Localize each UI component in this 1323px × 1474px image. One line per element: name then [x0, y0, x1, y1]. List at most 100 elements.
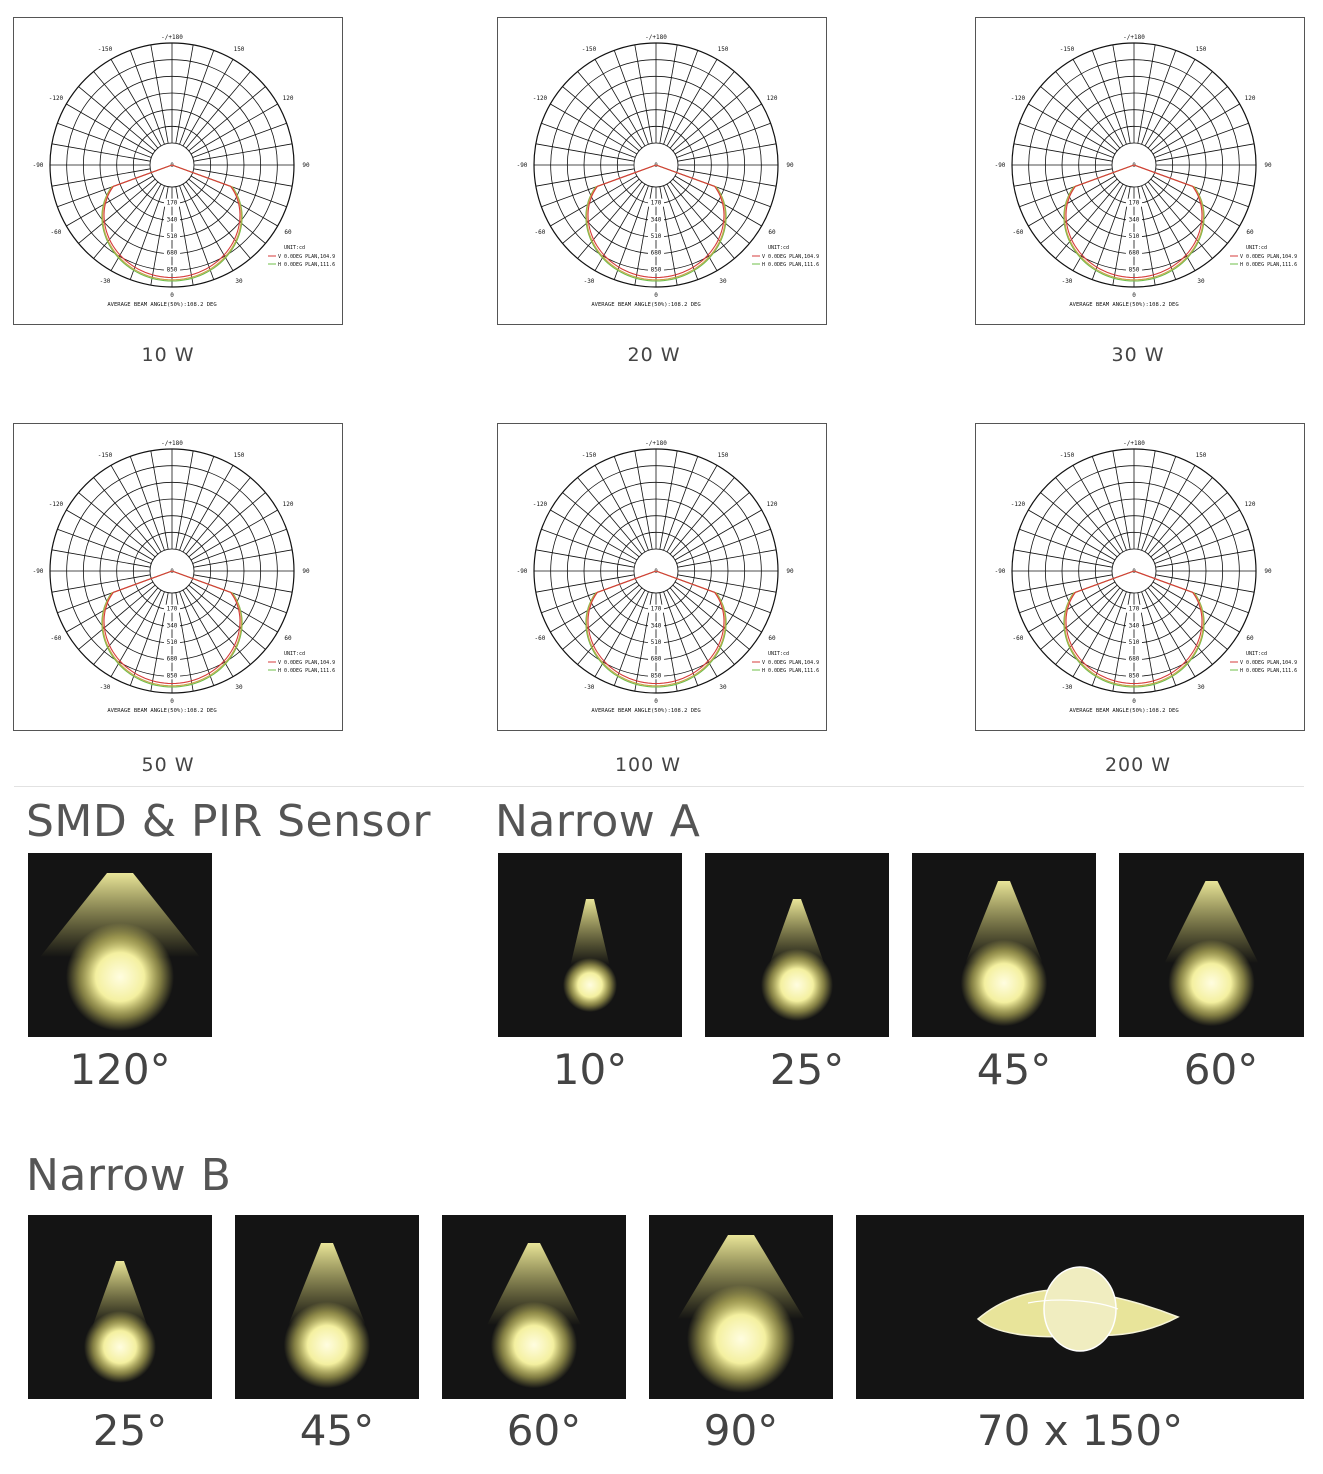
polar-spoke: [1055, 587, 1121, 665]
polar-spoke: [1040, 178, 1118, 244]
polar-spoke: [193, 168, 293, 187]
polar-spoke: [1013, 168, 1113, 187]
polar-spoke: [1112, 450, 1131, 550]
polar-label-180: -/+180: [1123, 440, 1145, 447]
polar-label-180: -/+180: [161, 440, 183, 447]
polar-legend-h: H 0.0DEG PLAN,111.6: [762, 262, 819, 268]
polar-diagram-20w: -/+180 -150 150 -120 120 -90 90 -60 60 -30 30 0 0 170…: [497, 17, 827, 325]
polar-spoke: [185, 181, 251, 259]
polar-beam-angle-text: AVERAGE BEAM ANGLE(50%):108.2 DEG: [1069, 708, 1178, 714]
polar-spoke: [1152, 175, 1240, 227]
polar-spoke: [674, 103, 762, 155]
beam-tile-smd-120: [28, 853, 212, 1037]
polar-curve-c: [586, 164, 726, 281]
polar-spoke: [182, 589, 234, 677]
polar-spoke: [535, 549, 635, 568]
polar-spoke: [185, 587, 251, 665]
polar-angle-label: 150: [1196, 452, 1207, 459]
polar-angle-label: -60: [51, 229, 62, 236]
polar-spoke: [1150, 584, 1228, 650]
polar-angle-label: -150: [582, 452, 597, 459]
polar-radial-value: 680: [167, 250, 178, 257]
polar-beam-angle-text: AVERAGE BEAM ANGLE(50%):108.2 DEG: [591, 302, 700, 308]
beam-cone: [965, 881, 1043, 963]
polar-angle-label: -90: [995, 568, 1006, 575]
polar-spoke: [674, 175, 762, 227]
polar-spoke: [672, 584, 750, 650]
polar-label-180: -/+180: [645, 34, 667, 41]
polar-angle-label: -150: [1060, 46, 1075, 53]
polar-angle-label: 120: [283, 95, 294, 102]
polar-diagram-10w: -/+180 -150 150 -120 120 -90 90 -60 60 -30 30 0 0 170…: [13, 17, 343, 325]
polar-angle-label: 90: [302, 162, 310, 169]
polar-spoke: [669, 181, 735, 259]
polar-spoke: [613, 456, 649, 551]
beam-tile-narrow-b-70x150: [856, 1215, 1304, 1399]
polar-angle-label: -60: [1013, 635, 1024, 642]
polar-spoke: [677, 574, 777, 593]
polar-spoke: [110, 465, 162, 553]
beam-cone: [769, 899, 825, 965]
polar-spoke: [175, 44, 194, 144]
polar-spoke: [182, 59, 234, 147]
polar-spoke: [562, 584, 640, 650]
polar-curve-v: [103, 570, 241, 685]
beam-cone: [487, 1243, 581, 1325]
polar-spoke: [669, 587, 735, 665]
polar-angle-label: 60: [284, 635, 292, 642]
beam-tile-narrow-a-45: [912, 853, 1096, 1037]
polar-spoke: [613, 591, 649, 686]
polar-spoke: [185, 477, 251, 555]
polar-spoke: [577, 181, 643, 259]
polar-angle-label: 30: [235, 278, 243, 285]
polar-spoke: [1040, 492, 1118, 558]
polar-radial-value: 340: [1129, 622, 1140, 629]
polar-spoke: [1028, 509, 1116, 561]
polar-spoke: [1144, 183, 1196, 271]
polar-bottom-label: 0: [1132, 698, 1136, 705]
polar-spoke: [666, 183, 718, 271]
polar-spoke: [663, 456, 699, 551]
polar-spoke: [1141, 591, 1177, 686]
polar-legend-v: V 0.0DEG PLAN,104.9: [762, 254, 819, 260]
polar-spoke: [663, 50, 699, 145]
polar-angle-label: -120: [533, 95, 548, 102]
polar-spoke: [1137, 44, 1156, 144]
polar-angle-label: 60: [1246, 635, 1254, 642]
polar-spoke: [57, 528, 152, 564]
polar-curve-c: [102, 164, 242, 281]
polar-beam-angle-text: AVERAGE BEAM ANGLE(50%):108.2 DEG: [591, 708, 700, 714]
polar-radial-value: 510: [1129, 233, 1140, 240]
beam-cone: [40, 873, 200, 957]
polar-curve-v: [587, 164, 725, 279]
polar-spoke: [562, 178, 640, 244]
polar-spoke: [78, 86, 156, 152]
polar-angle-label: -120: [533, 501, 548, 508]
beam-label-smd-120: 120°: [69, 1045, 171, 1094]
polar-curve-c: [1064, 164, 1204, 281]
polar-angle-label: 90: [1264, 162, 1272, 169]
polar-spoke: [550, 175, 638, 227]
polar-bottom-label: 0: [170, 292, 174, 299]
polar-spoke: [677, 168, 777, 187]
polar-angle-label: -90: [33, 568, 44, 575]
polar-angle-label: 30: [1197, 278, 1205, 285]
polar-bottom-label: 0: [654, 292, 658, 299]
polar-spoke: [182, 465, 234, 553]
polar-spoke: [1137, 450, 1156, 550]
polar-curve-v: [587, 570, 725, 685]
polar-spoke: [179, 591, 215, 686]
polar-legend-h: H 0.0DEG PLAN,111.6: [762, 668, 819, 674]
polar-radial-value: 510: [651, 233, 662, 240]
polar-curve-h: [585, 570, 727, 688]
watt-label-200w: 200 W: [1104, 754, 1172, 776]
polar-angle-label: -60: [51, 635, 62, 642]
polar-spoke: [129, 456, 165, 551]
polar-angle-label: 150: [718, 46, 729, 53]
beam-cone: [288, 1243, 366, 1325]
polar-spoke: [594, 59, 646, 147]
polar-spoke: [669, 477, 735, 555]
polar-angle-label: 120: [1245, 501, 1256, 508]
beam-spot: [490, 1301, 578, 1389]
polar-spoke: [1072, 465, 1124, 553]
